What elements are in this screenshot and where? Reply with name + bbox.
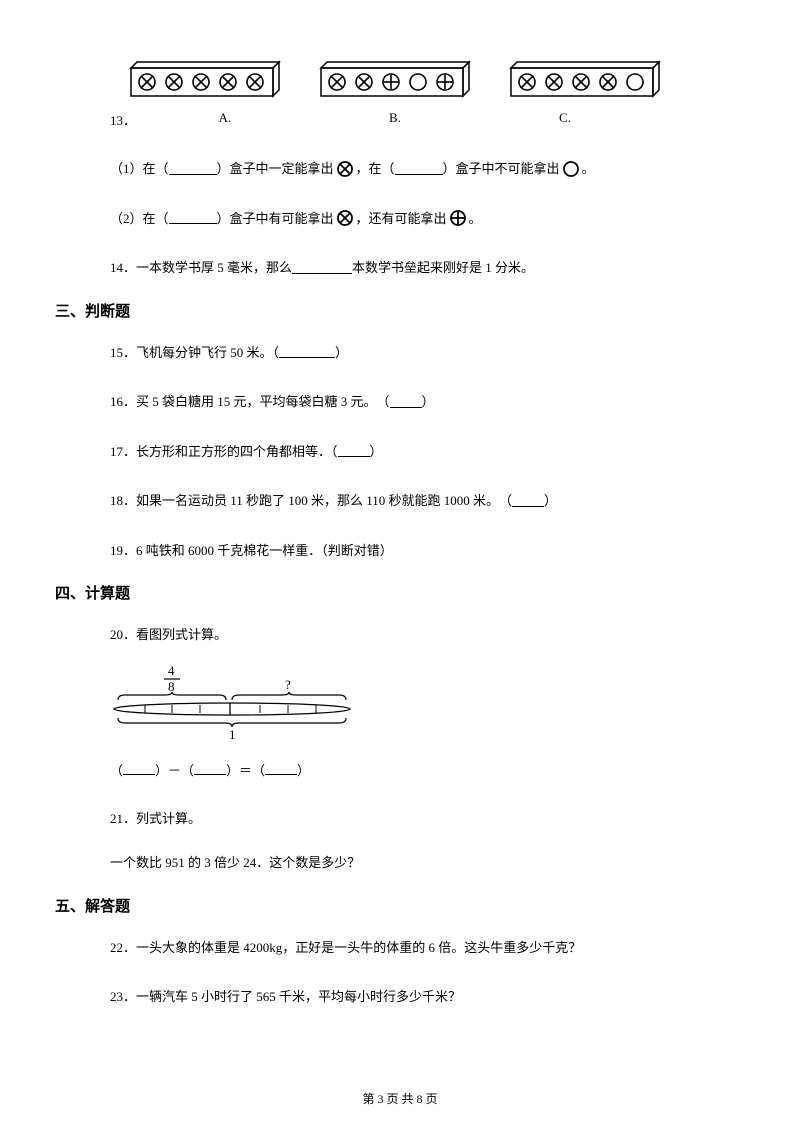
q16: 16．买 5 袋白糖用 15 元，平均每袋白糖 3 元。 （ ）	[110, 392, 725, 412]
q17-a: 17．长方形和正方形的四个角都相等．（	[110, 442, 338, 462]
box-c	[505, 60, 665, 100]
frac-den: 8	[168, 679, 175, 694]
blank[interactable]	[169, 163, 217, 175]
cross-circle-icon	[336, 209, 354, 227]
q13-num: 13．	[110, 110, 165, 129]
q17: 17．长方形和正方形的四个角都相等．（ ）	[110, 442, 725, 462]
q21-b: 一个数比 951 的 3 倍少 24．这个数是多少？	[110, 853, 725, 873]
eq-m1: ）－（	[155, 763, 194, 778]
blank[interactable]	[395, 163, 443, 175]
q22-a: 22．一头大象的体重是 4200kg，正好是一头牛的体重的 6 倍。这头牛重多少…	[110, 938, 581, 958]
q13-line1: （1）在（ ）盒子中一定能拿出 ，在（ ）盒子中不可能拿出 。	[110, 159, 725, 179]
label-a: A.	[165, 110, 285, 129]
qmark: ?	[285, 677, 291, 692]
q15-a: 15．飞机每分钟飞行 50 米。（	[110, 343, 279, 363]
section-3-title: 三、判断题	[55, 300, 725, 321]
page-footer: 第 3 页 共 8 页	[0, 1090, 800, 1107]
q19-a: 19．6 吨铁和 6000 千克棉花一样重．（判断对错）	[110, 541, 393, 561]
blank[interactable]	[292, 262, 352, 274]
one-label: 1	[229, 727, 236, 740]
q13-1a: （1）在（	[110, 159, 169, 179]
q21-at: 21．列式计算。	[110, 809, 201, 829]
blank[interactable]	[265, 763, 297, 775]
eq-l: （	[110, 763, 123, 778]
q14-a: 14．一本数学书厚 5 毫米，那么	[110, 258, 292, 278]
q13-1e: 。	[582, 159, 595, 179]
q18: 18．如果一名运动员 11 秒跑了 100 米，那么 110 秒就能跑 1000…	[110, 491, 725, 511]
box-b	[315, 60, 475, 100]
q13-2d: 。	[469, 209, 482, 229]
q20-equation: （ ）－（ ）＝（ ）	[110, 760, 725, 779]
q23: 23．一辆汽车 5 小时行了 565 千米，平均每小时行多少千米？	[110, 987, 725, 1007]
blank[interactable]	[169, 212, 217, 224]
q18-b: ）	[544, 491, 557, 511]
q13-2a: （2）在（	[110, 209, 169, 229]
eq-m2: ）＝（	[226, 763, 265, 778]
blank[interactable]	[279, 346, 335, 358]
plus-circle-icon	[449, 209, 467, 227]
q13-1c: ，在（	[356, 159, 395, 179]
blank[interactable]	[194, 763, 226, 775]
q17-b: ）	[370, 442, 383, 462]
cross-circle-icon	[336, 160, 354, 178]
q22: 22．一头大象的体重是 4200kg，正好是一头牛的体重的 6 倍。这头牛重多少…	[110, 938, 725, 958]
section-4-title: 四、计算题	[55, 582, 725, 603]
q16-b: ）	[422, 392, 435, 412]
fraction-diagram: 4 8 ? 1	[110, 665, 725, 745]
label-b: B.	[315, 110, 475, 129]
q16-a: 16．买 5 袋白糖用 15 元，平均每袋白糖 3 元。 （	[110, 392, 390, 412]
q13-1d: ）盒子中不可能拿出	[443, 159, 560, 179]
q20: 20．看图列式计算。	[110, 625, 725, 645]
q23-a: 23．一辆汽车 5 小时行了 565 千米，平均每小时行多少千米？	[110, 987, 461, 1007]
q21-a: 21．列式计算。	[110, 809, 725, 829]
q13-labels: 13． A. B. C.	[125, 110, 725, 129]
q21-bt: 一个数比 951 的 3 倍少 24．这个数是多少？	[110, 853, 360, 873]
blank[interactable]	[123, 763, 155, 775]
section-5-title: 五、解答题	[55, 895, 725, 916]
q13-2b: ）盒子中有可能拿出	[217, 209, 334, 229]
box-a	[125, 60, 285, 100]
q13-line2: （2）在（ ）盒子中有可能拿出 ，还有可能拿出 。	[110, 209, 725, 229]
boxes-row	[125, 60, 725, 100]
circle-icon	[562, 160, 580, 178]
q20-a: 20．看图列式计算。	[110, 625, 227, 645]
q14: 14．一本数学书厚 5 毫米，那么 本数学书垒起来刚好是 1 分米。	[110, 258, 725, 278]
q13-1b: ）盒子中一定能拿出	[217, 159, 334, 179]
blank[interactable]	[338, 445, 370, 457]
q13-2c: ，还有可能拿出	[356, 209, 447, 229]
blank[interactable]	[390, 396, 422, 408]
q15: 15．飞机每分钟飞行 50 米。（ ）	[110, 343, 725, 363]
frac-num: 4	[168, 665, 175, 678]
q14-b: 本数学书垒起来刚好是 1 分米。	[352, 258, 534, 278]
blank[interactable]	[512, 495, 544, 507]
eq-r: ）	[297, 763, 310, 778]
label-c: C.	[505, 110, 625, 129]
q18-a: 18．如果一名运动员 11 秒跑了 100 米，那么 110 秒就能跑 1000…	[110, 491, 512, 511]
q19: 19．6 吨铁和 6000 千克棉花一样重．（判断对错）	[110, 541, 725, 561]
q15-b: ）	[335, 343, 348, 363]
